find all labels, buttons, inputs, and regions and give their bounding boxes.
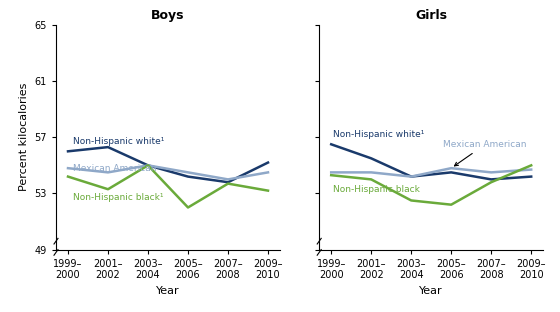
Text: Non-Hispanic black¹: Non-Hispanic black¹	[73, 193, 164, 202]
Text: Mexican American: Mexican American	[73, 164, 156, 173]
Text: Non-Hispanic white¹: Non-Hispanic white¹	[333, 130, 424, 139]
Title: Boys: Boys	[151, 9, 185, 22]
Text: Non-Hispanic white¹: Non-Hispanic white¹	[73, 137, 164, 146]
Y-axis label: Percent kilocalories: Percent kilocalories	[19, 83, 29, 192]
Title: Girls: Girls	[415, 9, 447, 22]
Text: Mexican American: Mexican American	[443, 140, 527, 166]
X-axis label: Year: Year	[156, 286, 180, 296]
Text: Non-Hispanic black: Non-Hispanic black	[333, 185, 420, 194]
X-axis label: Year: Year	[419, 286, 443, 296]
